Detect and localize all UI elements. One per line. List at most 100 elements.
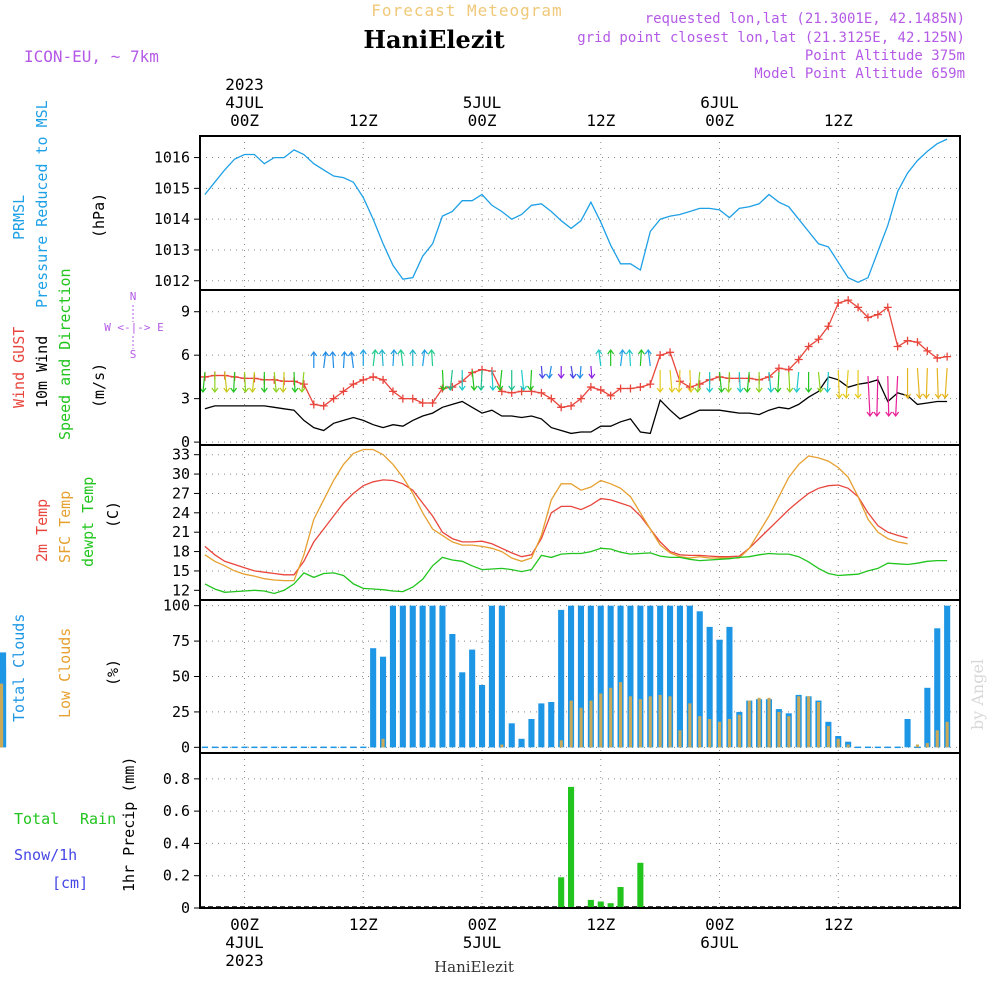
total-cloud-bar bbox=[577, 605, 584, 748]
rain-bar bbox=[617, 887, 624, 908]
wind-arrow-head bbox=[656, 387, 664, 393]
wind-arrow-head bbox=[588, 373, 596, 379]
rain-bar bbox=[568, 786, 575, 908]
wind-arrow bbox=[224, 371, 228, 393]
bottom-tick-label: 00Z bbox=[705, 915, 734, 934]
low-cloud-bar bbox=[777, 711, 781, 748]
wind-arrow-head bbox=[310, 351, 318, 357]
panel-0: 1012 1013 1014 1015 1016 bbox=[154, 135, 961, 291]
wind-direction-arrows bbox=[199, 349, 949, 417]
gust-marker bbox=[646, 380, 655, 389]
wind-arrow bbox=[895, 375, 899, 417]
gust-marker bbox=[329, 394, 338, 403]
total-cloud-bar bbox=[370, 648, 377, 748]
rain-label-total: Total bbox=[14, 810, 59, 828]
total-cloud-bar bbox=[498, 605, 505, 748]
low-cloud-bar bbox=[648, 696, 652, 748]
low-cloud-bar bbox=[658, 694, 662, 748]
wind-arrow bbox=[273, 371, 277, 393]
temp2m-label: 2m Temp bbox=[33, 499, 51, 562]
gust-marker bbox=[567, 401, 576, 410]
total-cloud-bar bbox=[686, 605, 693, 748]
gust-marker bbox=[497, 387, 506, 396]
gust-marker bbox=[319, 401, 328, 410]
low-cloud-bar bbox=[381, 738, 385, 748]
gust-marker bbox=[854, 303, 863, 312]
compass-we: W <-|-> E bbox=[104, 321, 164, 334]
total-cloud-bar bbox=[449, 634, 456, 748]
wind-arrow bbox=[350, 351, 354, 369]
top-tick-label: 12Z bbox=[824, 111, 853, 130]
wind-arrow-head bbox=[322, 351, 330, 357]
y-tick-label: 24 bbox=[172, 504, 190, 522]
pressure-label-1: PRMSL bbox=[10, 195, 28, 240]
header: Forecast Meteogram HaniElezit ICON-EU, ~… bbox=[24, 1, 965, 82]
total-cloud-bar bbox=[389, 605, 396, 748]
wind-arrow bbox=[598, 349, 602, 367]
total-cloud-bar bbox=[488, 605, 495, 748]
wind-arrow-head bbox=[230, 387, 238, 393]
watermark: by Angel bbox=[968, 659, 987, 730]
low-cloud-bar bbox=[569, 700, 573, 748]
gust-marker bbox=[943, 352, 952, 361]
wind-arrow bbox=[392, 349, 395, 367]
wind-arrow bbox=[796, 371, 800, 393]
gust-marker bbox=[379, 375, 388, 384]
total-cloud-bar bbox=[469, 649, 476, 748]
requested-coords: requested lon,lat (21.3001E, 42.1485N) bbox=[645, 11, 965, 27]
wind-arrow bbox=[738, 371, 741, 393]
wind-arrow-head bbox=[409, 349, 417, 355]
y-tick-label: 0.6 bbox=[163, 802, 190, 820]
low-cloud-bar bbox=[638, 699, 642, 748]
total-cloud-bar bbox=[459, 672, 466, 748]
gust-marker bbox=[339, 387, 348, 396]
wind-arrow-head bbox=[637, 349, 645, 355]
gust-marker bbox=[576, 394, 585, 403]
total-cloud-bar bbox=[568, 605, 575, 748]
y-tick-label: 30 bbox=[172, 465, 190, 483]
panel-labels: PRMSL Pressure Reduced to MSL (hPa) Wind… bbox=[10, 100, 164, 892]
wind-arrow-head bbox=[687, 387, 695, 393]
wind-arrow bbox=[916, 367, 921, 399]
wind-arrow-head bbox=[347, 351, 355, 357]
low-cloud-bar bbox=[589, 700, 593, 748]
wind-arrow-head bbox=[458, 385, 466, 391]
low-cloud-bar bbox=[925, 743, 929, 748]
total-cloud-bar bbox=[508, 723, 515, 748]
wind-arrow-head bbox=[260, 387, 268, 393]
top-tick-label: 12Z bbox=[349, 111, 378, 130]
low-cloud-bar bbox=[698, 716, 702, 748]
total-cloud-bar bbox=[696, 611, 703, 748]
dewpt-label: dewpt Temp bbox=[79, 477, 97, 567]
gust-marker bbox=[626, 384, 635, 393]
low-cloud-bar bbox=[747, 700, 751, 748]
y-tick-label: 1014 bbox=[154, 210, 190, 228]
wind-arrow bbox=[936, 367, 939, 399]
low-cloud-bar bbox=[797, 696, 801, 748]
gust-marker bbox=[636, 383, 645, 392]
total-cloud-bar bbox=[429, 605, 436, 748]
wind-arrow-head bbox=[527, 385, 534, 391]
compass-s: S bbox=[130, 348, 137, 361]
wind-arrow bbox=[788, 371, 791, 393]
gust-marker bbox=[824, 322, 833, 331]
wind-arrow-head bbox=[298, 387, 306, 393]
y-tick-label: 0 bbox=[181, 738, 190, 756]
wind-arrow bbox=[817, 371, 822, 393]
gust-marker bbox=[666, 348, 675, 357]
bottom-tick-label: 00Z bbox=[230, 915, 259, 934]
low-cloud-bar bbox=[935, 730, 939, 748]
wind-arrow-head bbox=[805, 387, 813, 393]
panel-4: 0 0.2 0.4 0.6 0.8 bbox=[163, 752, 961, 917]
wind-arrow bbox=[323, 351, 327, 369]
low-cloud-bar bbox=[836, 738, 840, 748]
wind-arrow-head bbox=[718, 387, 726, 393]
wind-arrow-head bbox=[873, 411, 881, 417]
y-tick-label: 0 bbox=[181, 433, 190, 451]
gust-marker bbox=[903, 336, 912, 345]
gust-marker bbox=[537, 388, 546, 397]
sfc-label: SFC Temp bbox=[56, 491, 74, 563]
wind-arrow-head bbox=[248, 387, 256, 393]
